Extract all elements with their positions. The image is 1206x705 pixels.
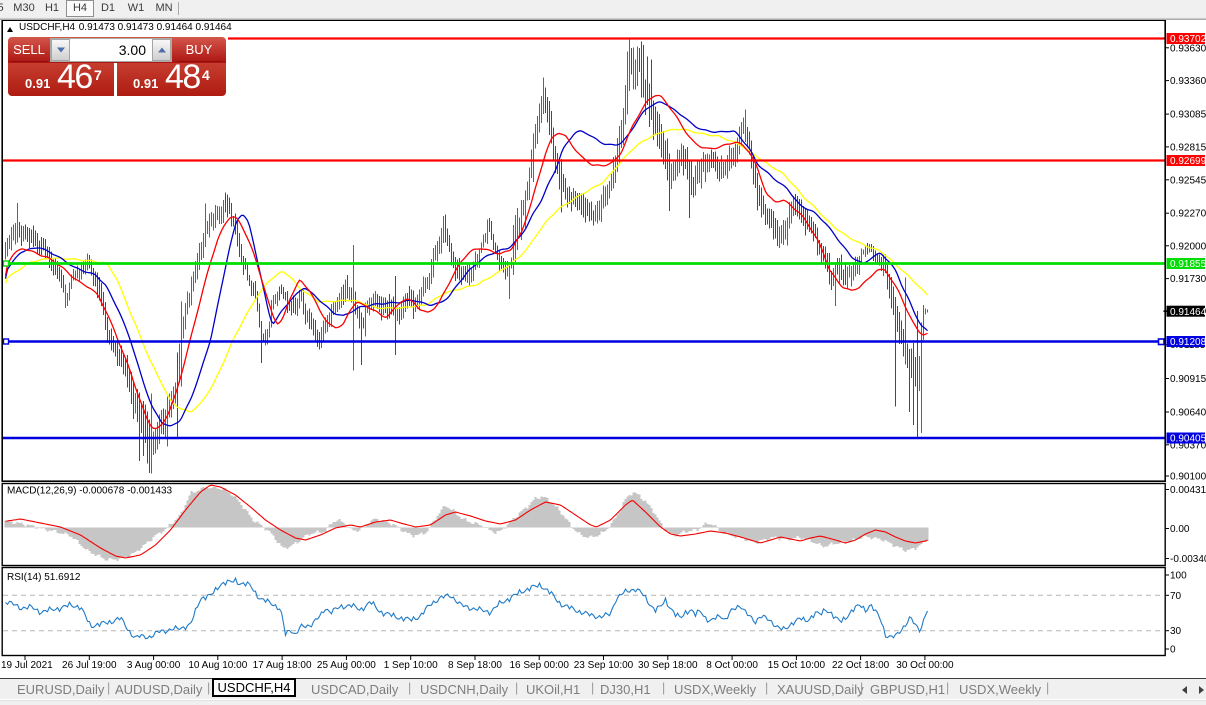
svg-text:0.91464: 0.91464 <box>1170 307 1206 318</box>
svg-text:MACD(12,26,9) -0.000678 -0.001: MACD(12,26,9) -0.000678 -0.001433 <box>7 486 173 497</box>
svg-text:0.00431: 0.00431 <box>1170 485 1206 496</box>
svg-text:0.90100: 0.90100 <box>1170 472 1206 483</box>
svg-text:30 Oct 00:00: 30 Oct 00:00 <box>896 660 954 671</box>
svg-text:0.93630: 0.93630 <box>1170 43 1206 54</box>
svg-text:0.93702: 0.93702 <box>1170 34 1206 45</box>
svg-text:100: 100 <box>1170 571 1187 582</box>
svg-text:30: 30 <box>1170 626 1182 637</box>
svg-text:0.93360: 0.93360 <box>1170 76 1206 87</box>
svg-text:0.91730: 0.91730 <box>1170 274 1206 285</box>
svg-text:0.90915: 0.90915 <box>1170 374 1206 385</box>
svg-text:10 Aug 10:00: 10 Aug 10:00 <box>188 660 247 671</box>
svg-text:3 Aug 00:00: 3 Aug 00:00 <box>127 660 181 671</box>
svg-text:8 Oct 00:00: 8 Oct 00:00 <box>706 660 758 671</box>
svg-text:1 Sep 10:00: 1 Sep 10:00 <box>384 660 438 671</box>
svg-text:0.92815: 0.92815 <box>1170 142 1206 153</box>
svg-text:0.92545: 0.92545 <box>1170 175 1206 186</box>
svg-text:0.92000: 0.92000 <box>1170 241 1206 252</box>
svg-text:17 Aug 18:00: 17 Aug 18:00 <box>253 660 312 671</box>
svg-text:70: 70 <box>1170 591 1182 602</box>
svg-text:RSI(14) 51.6912: RSI(14) 51.6912 <box>7 572 81 583</box>
svg-text:26 Jul 19:00: 26 Jul 19:00 <box>62 660 117 671</box>
svg-text:0.00: 0.00 <box>1170 524 1190 535</box>
svg-text:0.90405: 0.90405 <box>1170 434 1206 445</box>
svg-text:0.90640: 0.90640 <box>1170 408 1206 419</box>
svg-text:16 Sep 00:00: 16 Sep 00:00 <box>509 660 569 671</box>
svg-text:30 Sep 18:00: 30 Sep 18:00 <box>638 660 698 671</box>
svg-text:23 Sep 10:00: 23 Sep 10:00 <box>574 660 634 671</box>
svg-text:0: 0 <box>1170 645 1176 656</box>
svg-text:25 Aug 00:00: 25 Aug 00:00 <box>317 660 376 671</box>
svg-text:0.93085: 0.93085 <box>1170 110 1206 121</box>
svg-text:19 Jul 2021: 19 Jul 2021 <box>1 660 53 671</box>
svg-text:0.91208: 0.91208 <box>1170 337 1206 348</box>
svg-text:0.91855: 0.91855 <box>1170 259 1206 270</box>
svg-text:0.92699: 0.92699 <box>1170 156 1206 167</box>
svg-text:0.90370: 0.90370 <box>1170 440 1206 451</box>
svg-text:8 Sep 18:00: 8 Sep 18:00 <box>448 660 502 671</box>
svg-text:0.92270: 0.92270 <box>1170 209 1206 220</box>
svg-text:15 Oct 10:00: 15 Oct 10:00 <box>768 660 826 671</box>
svg-text:22 Oct 18:00: 22 Oct 18:00 <box>832 660 890 671</box>
svg-text:-0.00340: -0.00340 <box>1170 554 1206 565</box>
